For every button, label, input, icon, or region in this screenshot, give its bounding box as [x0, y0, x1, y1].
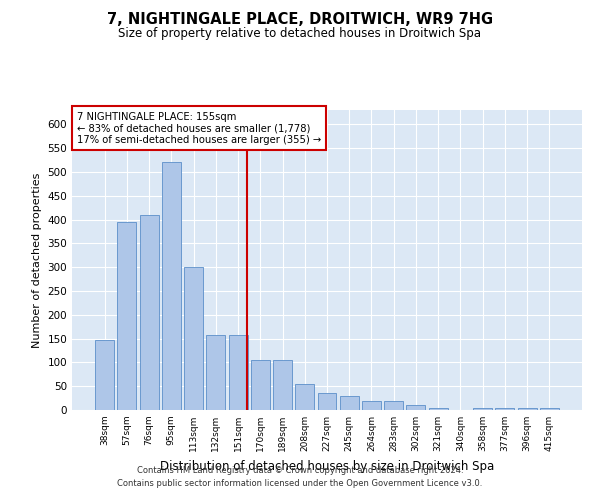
Bar	[118, 222, 136, 410]
Bar	[162, 162, 181, 410]
Y-axis label: Number of detached properties: Number of detached properties	[32, 172, 42, 348]
X-axis label: Distribution of detached houses by size in Droitwich Spa: Distribution of detached houses by size …	[160, 460, 494, 472]
Bar	[229, 335, 248, 410]
Bar	[496, 408, 514, 410]
Bar	[362, 402, 381, 410]
Bar	[384, 402, 403, 410]
Bar	[518, 408, 536, 410]
Text: Contains HM Land Registry data © Crown copyright and database right 2024.
Contai: Contains HM Land Registry data © Crown c…	[118, 466, 482, 487]
Bar	[473, 408, 492, 410]
Bar	[406, 405, 425, 410]
Text: 7, NIGHTINGALE PLACE, DROITWICH, WR9 7HG: 7, NIGHTINGALE PLACE, DROITWICH, WR9 7HG	[107, 12, 493, 28]
Bar	[206, 335, 225, 410]
Bar	[95, 340, 114, 410]
Bar	[340, 396, 359, 410]
Bar	[540, 408, 559, 410]
Bar	[317, 394, 337, 410]
Bar	[140, 215, 158, 410]
Text: Size of property relative to detached houses in Droitwich Spa: Size of property relative to detached ho…	[119, 28, 482, 40]
Bar	[273, 360, 292, 410]
Bar	[429, 408, 448, 410]
Text: 7 NIGHTINGALE PLACE: 155sqm
← 83% of detached houses are smaller (1,778)
17% of : 7 NIGHTINGALE PLACE: 155sqm ← 83% of det…	[77, 112, 322, 144]
Bar	[295, 384, 314, 410]
Bar	[184, 267, 203, 410]
Bar	[251, 360, 270, 410]
